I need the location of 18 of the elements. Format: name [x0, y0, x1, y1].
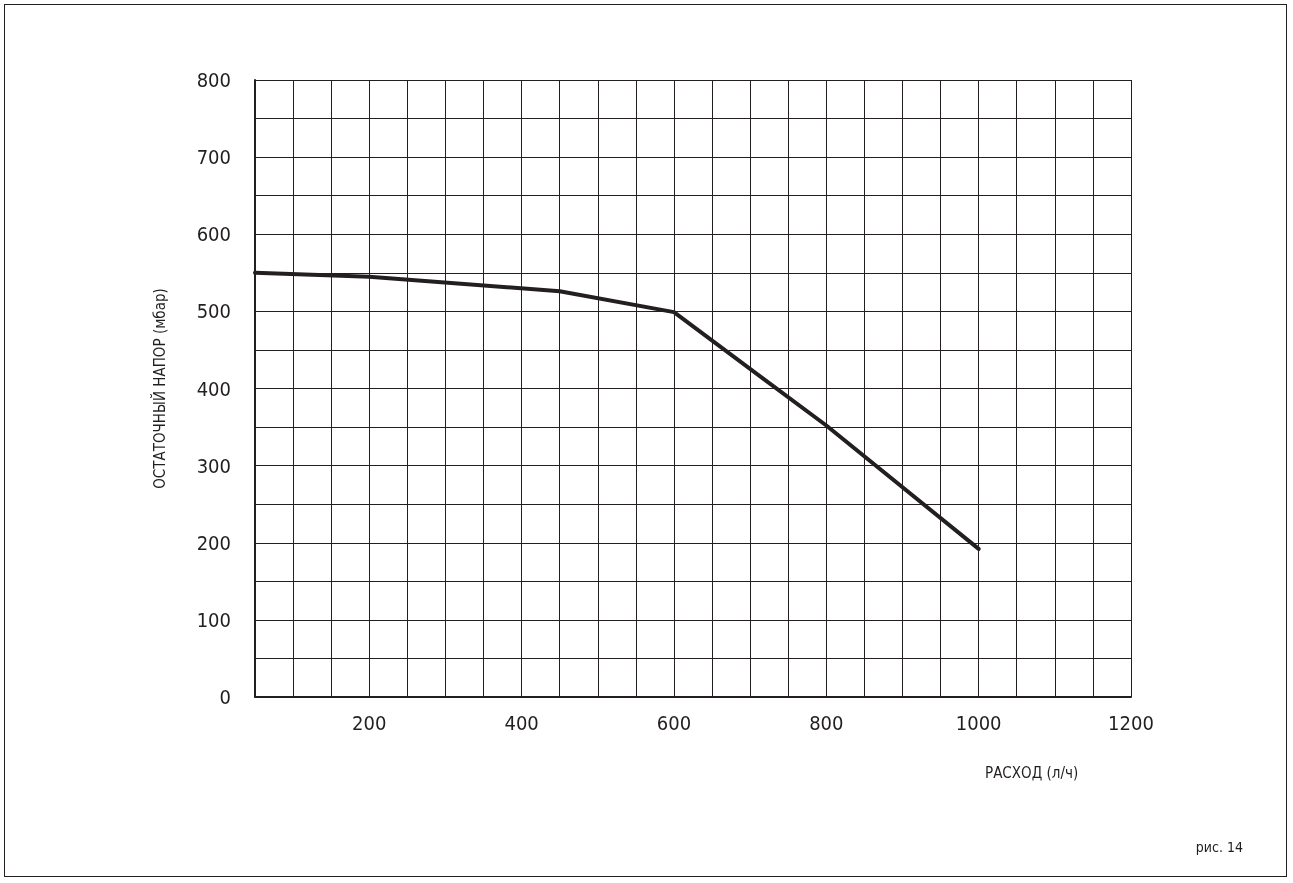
y-tick-label: 400 [196, 376, 231, 401]
x-tick-label: 600 [656, 711, 692, 735]
x-tick-label: 400 [504, 711, 539, 735]
x-tick-label: 1000 [955, 711, 1002, 735]
x-axis-title: РАСХОД (л/ч) [985, 763, 1079, 782]
x-tick-label: 800 [809, 711, 844, 735]
x-tick-label: 200 [352, 711, 387, 735]
y-tick-label: 0 [219, 685, 231, 709]
y-tick-label: 300 [196, 453, 231, 478]
y-tick-label: 600 [196, 222, 231, 247]
y-axis-title: ОСТАТОЧНЫЙ НАПОР (мбар) [149, 288, 169, 489]
y-tick-label: 800 [196, 68, 231, 92]
y-tick-label: 500 [196, 299, 231, 324]
text: рис. 14 [1195, 839, 1244, 855]
y-tick-label: 200 [196, 530, 231, 555]
x-tick-label: 1200 [1108, 711, 1154, 735]
y-tick-label: 100 [196, 607, 231, 632]
y-tick-label: 700 [196, 145, 231, 170]
